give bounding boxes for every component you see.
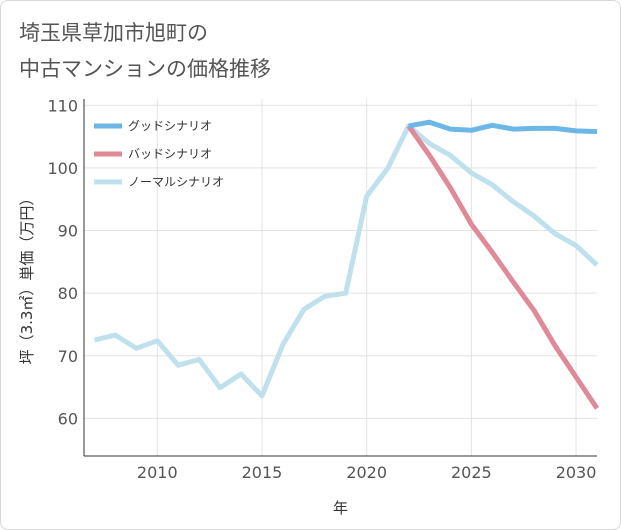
legend-label: バッドシナリオ (128, 147, 212, 161)
x-tick-label: 2020 (346, 463, 387, 482)
axes: 60 70 80 90 100 110 2010 2015 2020 2025 2030 (47, 96, 597, 482)
x-tick-label: 2030 (556, 463, 597, 482)
y-tick-label: 90 (58, 222, 78, 241)
y-tick-label: 60 (58, 409, 78, 428)
x-axis-label: 年 (333, 499, 348, 517)
y-axis-label: 坪（3.3㎡）単価（万円） (18, 191, 36, 365)
series-line-1 (406, 124, 600, 410)
y-tick-label: 80 (58, 284, 78, 303)
series-line-2 (93, 123, 599, 399)
x-tick-label: 2010 (137, 463, 178, 482)
y-tick-label: 70 (58, 347, 78, 366)
y-tick-label: 110 (47, 96, 78, 115)
series-lines (93, 119, 600, 410)
legend-label: ノーマルシナリオ (128, 175, 224, 189)
x-tick-label: 2025 (451, 463, 492, 482)
chart-title-line-1: 埼玉県草加市旭町の (19, 21, 208, 45)
y-tick-label: 100 (47, 159, 78, 178)
x-tick-label: 2015 (242, 463, 283, 482)
series-line-0 (408, 119, 598, 135)
legend-label: グッドシナリオ (128, 119, 212, 133)
chart-title: 埼玉県草加市旭町の 中古マンションの価格推移 (19, 15, 271, 87)
chart-title-line-2: 中古マンションの価格推移 (19, 57, 271, 81)
